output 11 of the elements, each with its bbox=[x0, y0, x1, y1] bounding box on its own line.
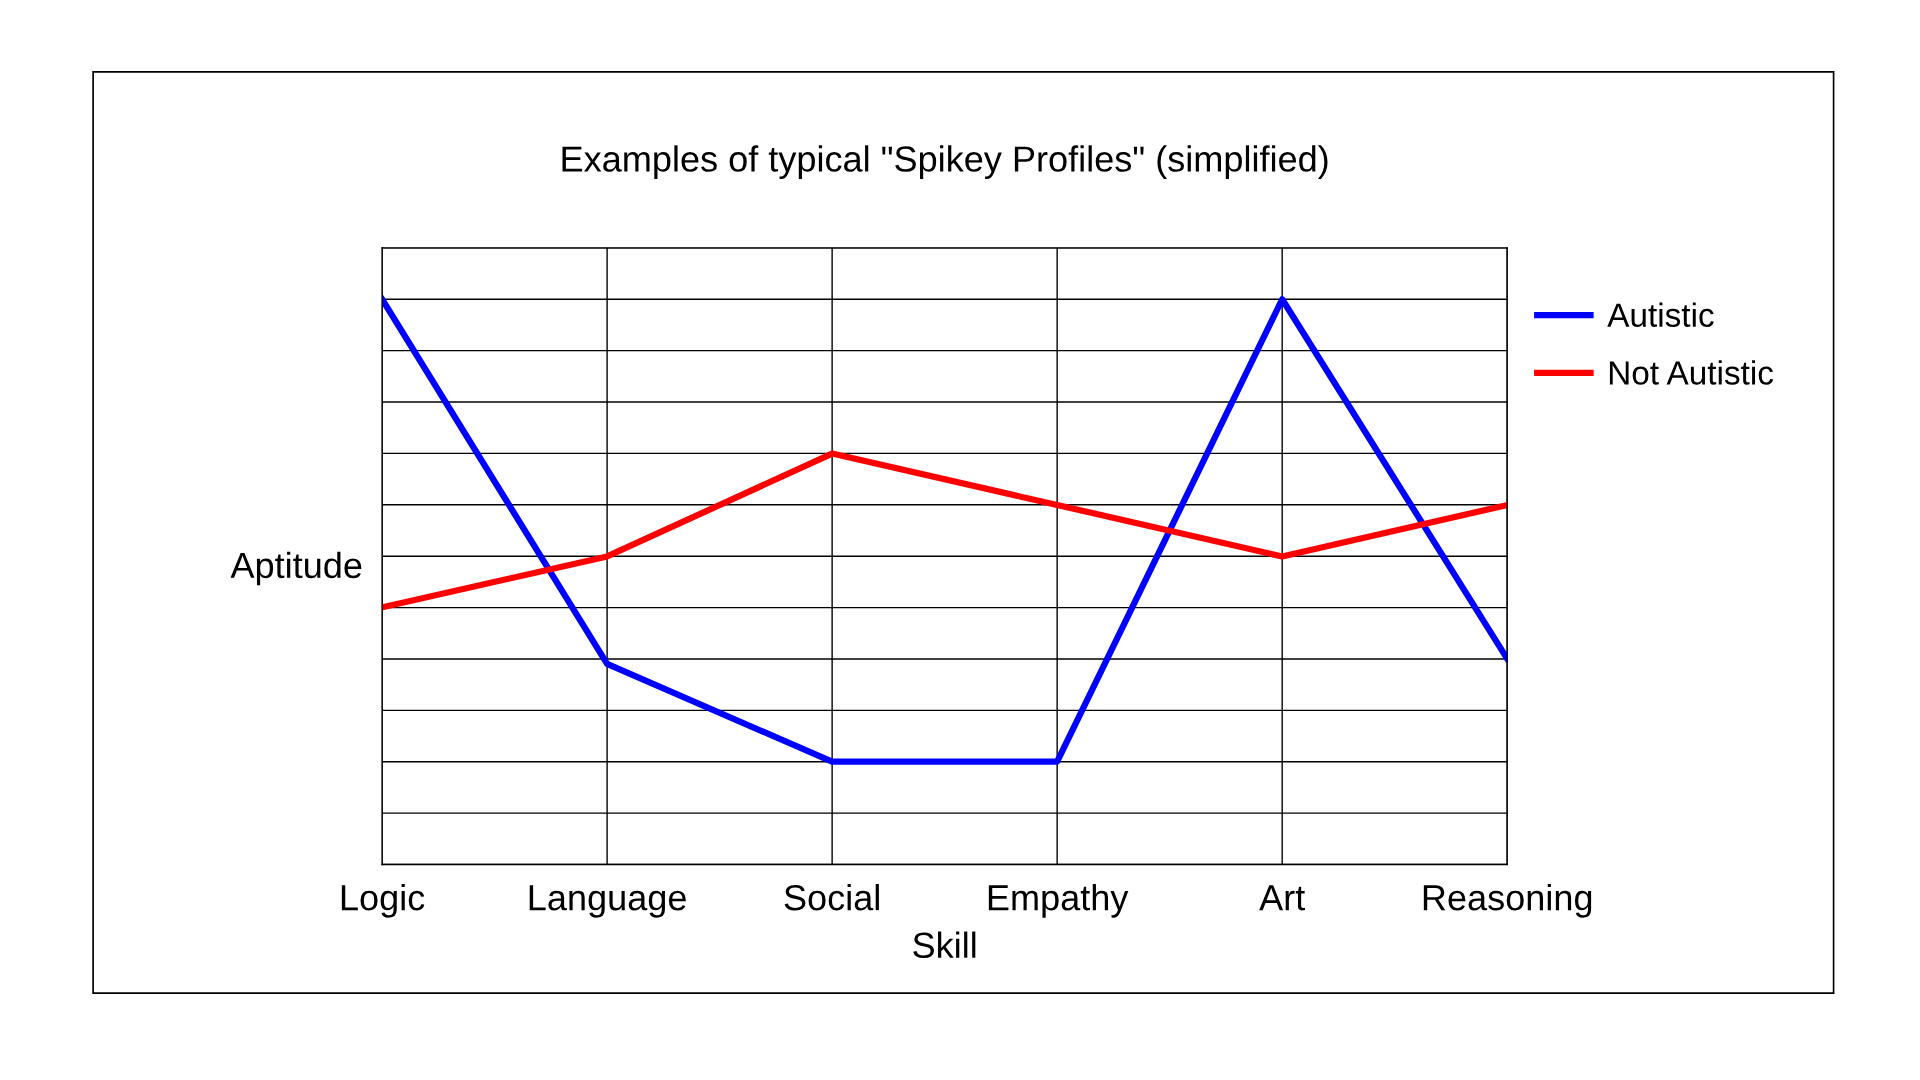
chart-title: Examples of typical "Spikey Profiles" (simplified) bbox=[562, 145, 1328, 179]
legend-label: Autistic bbox=[1607, 302, 1714, 328]
x-axis-title: Skill bbox=[913, 931, 976, 959]
x-tick-label: Language bbox=[529, 885, 686, 918]
y-axis-title: Aptitude bbox=[230, 551, 362, 586]
legend-label: Not Autistic bbox=[1609, 360, 1774, 385]
x-tick-label: Art bbox=[1259, 885, 1305, 911]
x-tick-label: Logic bbox=[341, 883, 425, 918]
x-tick-label: Social bbox=[784, 883, 879, 911]
x-tick-label: Empathy bbox=[988, 883, 1129, 918]
x-tick-label: Reasoning bbox=[1423, 883, 1592, 918]
